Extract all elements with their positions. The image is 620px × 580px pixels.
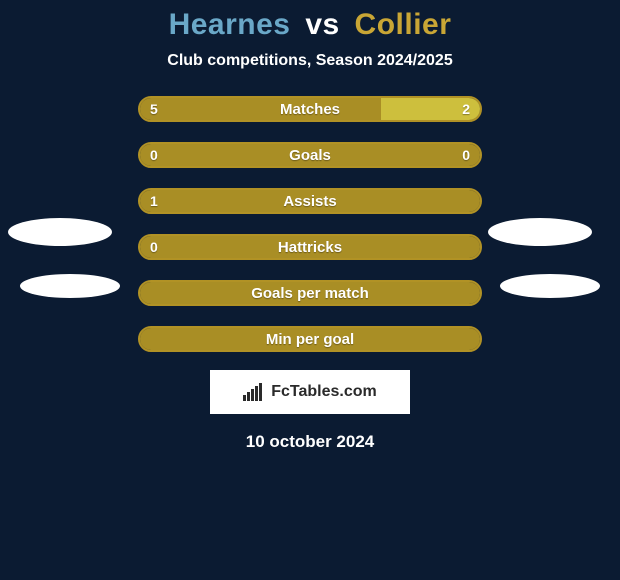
stat-bar-label: Matches [140, 98, 480, 120]
title-vs: vs [305, 8, 339, 41]
stat-bar-row: Hattricks0 [138, 234, 482, 260]
stat-bar-value-left: 5 [150, 98, 158, 120]
stat-bar-row: Matches5 2 [138, 96, 482, 122]
stat-bar-value-left: 0 [150, 144, 158, 166]
player-left-name: Hearnes [169, 8, 291, 41]
page-title: Hearnes vs Collier [0, 0, 620, 42]
branding-text: FcTables.com [271, 383, 377, 401]
stat-bar-label: Goals [140, 144, 480, 166]
stat-bar-row: Goals0 0 [138, 142, 482, 168]
player-right-name: Collier [355, 8, 452, 41]
comparison-card: Hearnes vs Collier Club competitions, Se… [0, 0, 620, 580]
date-line: 10 october 2024 [0, 432, 620, 452]
stat-bar-value-right: 2 [462, 98, 470, 120]
bar-chart-icon [243, 383, 265, 401]
stat-bar-value-left: 0 [150, 236, 158, 258]
stat-bar-label: Min per goal [140, 328, 480, 350]
decor-ellipse-right-2 [500, 274, 600, 298]
branding-badge: FcTables.com [210, 370, 410, 414]
chart-area: Matches52Goals00Assists1Hattricks0Goals … [0, 96, 620, 452]
stat-bar-row: Assists1 [138, 188, 482, 214]
stat-bar-value-right: 0 [462, 144, 470, 166]
stat-bar-row: Min per goal [138, 326, 482, 352]
stat-bar-label: Assists [140, 190, 480, 212]
stat-bar-row: Goals per match [138, 280, 482, 306]
decor-ellipse-left-1 [8, 218, 112, 246]
stat-bar-value-left: 1 [150, 190, 158, 212]
subtitle: Club competitions, Season 2024/2025 [0, 52, 620, 70]
stat-bar-label: Goals per match [140, 282, 480, 304]
stat-bars: Matches52Goals00Assists1Hattricks0Goals … [138, 96, 482, 352]
decor-ellipse-right-1 [488, 218, 592, 246]
stat-bar-label: Hattricks [140, 236, 480, 258]
decor-ellipse-left-2 [20, 274, 120, 298]
